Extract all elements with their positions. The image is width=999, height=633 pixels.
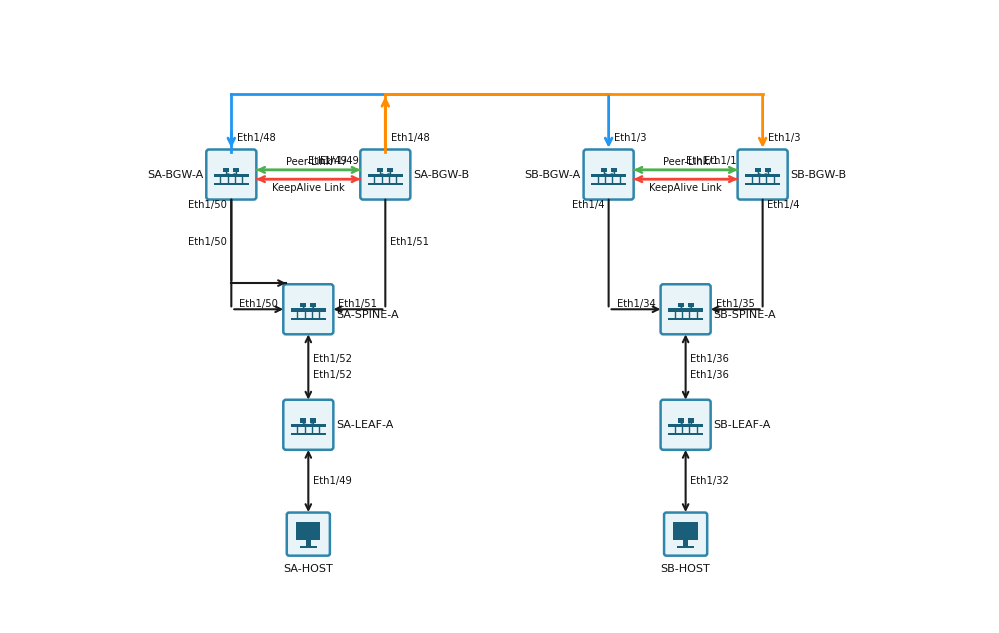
Text: Eth1/50: Eth1/50 — [188, 199, 227, 210]
Text: KeepAlive Link: KeepAlive Link — [272, 184, 345, 193]
FancyBboxPatch shape — [591, 173, 625, 177]
FancyBboxPatch shape — [291, 308, 326, 311]
Polygon shape — [304, 307, 314, 310]
FancyBboxPatch shape — [311, 303, 317, 307]
FancyBboxPatch shape — [234, 168, 240, 172]
Polygon shape — [603, 172, 613, 175]
FancyBboxPatch shape — [306, 539, 311, 546]
FancyBboxPatch shape — [660, 284, 710, 334]
FancyBboxPatch shape — [296, 522, 321, 539]
FancyBboxPatch shape — [664, 513, 707, 556]
FancyBboxPatch shape — [224, 168, 230, 172]
Text: Eth1/1: Eth1/1 — [704, 156, 736, 166]
FancyBboxPatch shape — [291, 318, 326, 320]
FancyBboxPatch shape — [668, 318, 703, 320]
FancyBboxPatch shape — [610, 168, 616, 172]
FancyBboxPatch shape — [287, 513, 330, 556]
Text: SB-LEAF-A: SB-LEAF-A — [713, 420, 770, 430]
Text: SA-LEAF-A: SA-LEAF-A — [336, 420, 394, 430]
FancyBboxPatch shape — [687, 303, 693, 307]
Text: SA-HOST: SA-HOST — [284, 564, 334, 574]
FancyBboxPatch shape — [683, 539, 688, 546]
Text: Eth1/51: Eth1/51 — [390, 237, 429, 246]
FancyBboxPatch shape — [677, 418, 683, 423]
FancyBboxPatch shape — [301, 418, 307, 423]
FancyBboxPatch shape — [361, 149, 411, 199]
FancyBboxPatch shape — [368, 173, 403, 177]
FancyBboxPatch shape — [284, 400, 334, 450]
FancyBboxPatch shape — [291, 434, 326, 436]
FancyBboxPatch shape — [591, 183, 625, 185]
Text: Eth1/50: Eth1/50 — [239, 299, 278, 309]
Polygon shape — [304, 423, 314, 425]
Text: SB-HOST: SB-HOST — [660, 564, 710, 574]
FancyBboxPatch shape — [311, 418, 317, 423]
Text: Peer-Link: Peer-Link — [286, 157, 331, 167]
FancyBboxPatch shape — [284, 284, 334, 334]
Text: Eth1/3: Eth1/3 — [768, 134, 800, 143]
Text: Eth1/49: Eth1/49 — [309, 156, 348, 166]
Text: Eth1/32: Eth1/32 — [690, 476, 729, 486]
FancyBboxPatch shape — [291, 424, 326, 427]
FancyBboxPatch shape — [378, 168, 384, 172]
Polygon shape — [227, 172, 237, 175]
Text: Eth1/49: Eth1/49 — [321, 156, 360, 166]
Polygon shape — [680, 423, 690, 425]
Text: SB-SPINE-A: SB-SPINE-A — [713, 310, 776, 320]
Text: Eth1/52: Eth1/52 — [313, 370, 352, 380]
FancyBboxPatch shape — [745, 173, 780, 177]
FancyBboxPatch shape — [300, 546, 317, 548]
Text: Eth1/4: Eth1/4 — [767, 199, 800, 210]
Text: Eth1/49: Eth1/49 — [313, 476, 352, 486]
FancyBboxPatch shape — [660, 400, 710, 450]
FancyBboxPatch shape — [668, 434, 703, 436]
Text: Eth1/36: Eth1/36 — [690, 354, 729, 365]
FancyBboxPatch shape — [754, 168, 760, 172]
Text: SB-BGW-B: SB-BGW-B — [790, 170, 846, 180]
Text: Eth1/34: Eth1/34 — [616, 299, 655, 309]
Text: SB-BGW-A: SB-BGW-A — [524, 170, 580, 180]
FancyBboxPatch shape — [388, 168, 394, 172]
Text: Eth1/52: Eth1/52 — [313, 354, 352, 365]
Polygon shape — [381, 172, 391, 175]
Text: KeepAlive Link: KeepAlive Link — [649, 184, 722, 193]
Text: Eth1/50: Eth1/50 — [188, 237, 227, 246]
FancyBboxPatch shape — [737, 149, 787, 199]
Text: Eth1/4: Eth1/4 — [571, 199, 604, 210]
Polygon shape — [757, 172, 767, 175]
FancyBboxPatch shape — [368, 183, 403, 185]
Text: SA-SPINE-A: SA-SPINE-A — [336, 310, 399, 320]
FancyBboxPatch shape — [687, 418, 693, 423]
Polygon shape — [680, 307, 690, 310]
FancyBboxPatch shape — [214, 173, 249, 177]
Text: Eth1/3: Eth1/3 — [614, 134, 646, 143]
FancyBboxPatch shape — [673, 522, 697, 539]
FancyBboxPatch shape — [677, 546, 694, 548]
Text: Eth1/48: Eth1/48 — [237, 134, 276, 143]
FancyBboxPatch shape — [764, 168, 770, 172]
FancyBboxPatch shape — [207, 149, 257, 199]
Text: Eth1/48: Eth1/48 — [391, 134, 430, 143]
Text: Eth1/51: Eth1/51 — [339, 299, 378, 309]
FancyBboxPatch shape — [677, 303, 683, 307]
FancyBboxPatch shape — [301, 303, 307, 307]
Text: Peer-Link: Peer-Link — [663, 157, 708, 167]
FancyBboxPatch shape — [668, 308, 703, 311]
FancyBboxPatch shape — [583, 149, 633, 199]
Text: Eth1/35: Eth1/35 — [716, 299, 754, 309]
FancyBboxPatch shape — [745, 183, 780, 185]
Text: Eth1/36: Eth1/36 — [690, 370, 729, 380]
Text: SA-BGW-A: SA-BGW-A — [148, 170, 204, 180]
FancyBboxPatch shape — [668, 424, 703, 427]
FancyBboxPatch shape — [600, 168, 606, 172]
Text: SA-BGW-B: SA-BGW-B — [413, 170, 470, 180]
FancyBboxPatch shape — [214, 183, 249, 185]
Text: Eth1/1: Eth1/1 — [685, 156, 718, 166]
